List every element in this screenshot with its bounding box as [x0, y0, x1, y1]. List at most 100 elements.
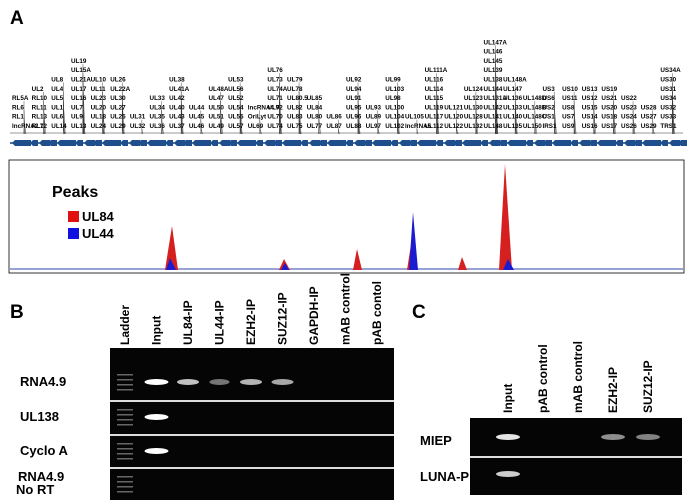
- legend-swatch: [68, 211, 79, 222]
- gene-label: UL46: [189, 123, 205, 130]
- band: [636, 434, 660, 440]
- gene-arrow: [93, 140, 102, 146]
- gene-arrow: [642, 140, 654, 146]
- gene-label: UL98: [385, 95, 401, 102]
- gene-arrow: [678, 140, 687, 146]
- gene-label: UL120: [444, 114, 463, 121]
- gene-arrow: [507, 140, 519, 146]
- lane-label: Input: [150, 316, 164, 345]
- gene-label: US21: [601, 95, 617, 102]
- gene-label: UL19: [71, 58, 87, 65]
- gene-arrow: [381, 140, 391, 146]
- gene-label: lncRNA2.7: [12, 123, 44, 130]
- gene-label: UL27: [110, 104, 126, 111]
- gene-label: UL43: [169, 114, 185, 121]
- ladder-band: [117, 448, 133, 450]
- gene-label: UL55: [228, 114, 244, 121]
- gene-label: US30: [660, 77, 676, 84]
- peaks: [10, 164, 683, 270]
- gene-label: US2: [542, 104, 555, 111]
- ladder-band: [117, 384, 133, 386]
- gene-label: UL74: [267, 123, 283, 130]
- gene-label: US15: [582, 104, 598, 111]
- gene-label: UL70: [267, 114, 283, 121]
- gene-label: UL115: [425, 95, 444, 102]
- band: [496, 471, 520, 477]
- gene-label: RL5A: [12, 95, 29, 102]
- gene-leader: [357, 91, 360, 135]
- gene-label: UL41A: [169, 86, 189, 93]
- gene-label: UL122: [444, 123, 463, 130]
- gene-label: US7: [562, 114, 575, 121]
- gene-leader: [180, 101, 184, 135]
- gene-label: UL32: [130, 123, 146, 130]
- gene-label: UL72: [267, 104, 283, 111]
- gene-arrow: [516, 140, 526, 146]
- gene-label: UL33: [150, 95, 166, 102]
- gene-label: UL74A: [267, 86, 287, 93]
- gene-label: US8: [562, 104, 575, 111]
- gene-label: UL84: [307, 104, 323, 111]
- gene-arrow: [471, 140, 481, 146]
- gene-track: [10, 132, 687, 146]
- ladder-band: [117, 481, 133, 483]
- gene-label: US32: [660, 104, 676, 111]
- gene-leader: [279, 91, 282, 135]
- gene-label: UL17: [71, 86, 87, 93]
- gene-label: UL141: [484, 114, 503, 121]
- gene-label: RL13: [32, 114, 48, 121]
- gene-label: UL6: [51, 114, 63, 121]
- gene-label: UL18: [91, 114, 107, 121]
- gene-leader: [122, 101, 125, 135]
- gene-label: TRS1: [660, 123, 677, 130]
- gene-label: UL25: [110, 114, 126, 121]
- gene-label: US28: [641, 104, 657, 111]
- gene-leader: [298, 91, 301, 135]
- gene-label: UL14: [51, 123, 67, 130]
- gene-label: UL9: [71, 114, 83, 121]
- band: [144, 379, 169, 385]
- gene-label: UL11: [91, 86, 107, 93]
- gene-arrow: [660, 140, 668, 146]
- gene-label: UL30: [110, 95, 126, 102]
- gene-label: US18: [601, 114, 617, 121]
- ladder-band: [117, 379, 133, 381]
- gene-label: UL82: [287, 104, 303, 111]
- gene-label: UL114: [425, 86, 444, 93]
- gene-label: UL79: [287, 77, 303, 84]
- gene-leader: [318, 119, 321, 135]
- gene-label: US31: [660, 86, 676, 93]
- gene-leader: [357, 101, 361, 135]
- gene-arrow: [192, 140, 204, 146]
- gene-label: US13: [582, 86, 598, 93]
- gene-label: US16: [582, 123, 598, 130]
- gene-label: UL100: [385, 104, 404, 111]
- gene-arrow: [102, 140, 114, 146]
- gene-arrow: [669, 140, 680, 146]
- gene-label: UL4: [51, 86, 63, 93]
- gene-arrow: [399, 140, 410, 146]
- gene-arrow: [282, 140, 294, 146]
- gene-arrow: [264, 140, 275, 146]
- gene-label: RL10: [32, 95, 48, 102]
- gene-label: UL148D: [523, 95, 547, 102]
- gene-label: UL116: [425, 77, 444, 84]
- gene-label: RL6: [12, 104, 24, 111]
- gene-label: UL15A: [71, 67, 91, 74]
- row-divider: [110, 434, 394, 436]
- gene-leader: [672, 91, 675, 135]
- gene-arrow: [21, 140, 31, 146]
- gene-label: UL37: [169, 123, 185, 130]
- gene-leader: [239, 101, 243, 135]
- gene-arrow: [489, 140, 500, 146]
- gene-arrow: [579, 140, 590, 146]
- gene-label: UL22A: [110, 86, 130, 93]
- gene-label: UL95: [346, 104, 362, 111]
- band: [240, 379, 262, 385]
- gene-arrow: [624, 140, 635, 146]
- gene-leader: [239, 91, 242, 135]
- gene-label: UL130: [464, 104, 483, 111]
- gene-label: US14: [582, 114, 598, 121]
- lane-label: SUZ12-IP: [276, 292, 290, 345]
